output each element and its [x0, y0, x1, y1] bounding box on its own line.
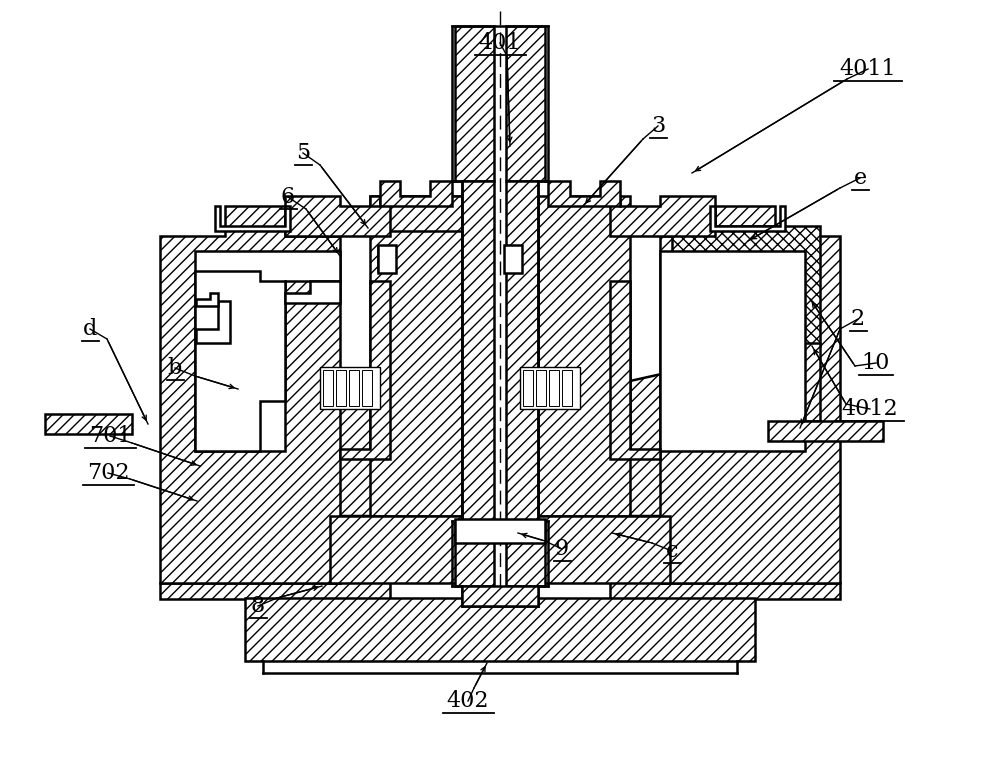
Text: b: b: [168, 357, 182, 379]
Bar: [520, 367, 580, 409]
Polygon shape: [506, 181, 538, 521]
Polygon shape: [280, 361, 462, 516]
Bar: [672, 343, 820, 421]
Text: c: c: [666, 540, 678, 562]
Polygon shape: [538, 516, 670, 583]
Polygon shape: [506, 26, 545, 181]
Polygon shape: [370, 196, 462, 516]
Text: d: d: [83, 318, 97, 340]
Polygon shape: [506, 521, 545, 586]
Polygon shape: [195, 271, 285, 451]
Bar: [45, 414, 132, 434]
Bar: [523, 370, 533, 406]
Polygon shape: [462, 586, 538, 606]
Polygon shape: [196, 293, 218, 306]
Text: 5: 5: [296, 142, 310, 164]
Polygon shape: [462, 181, 494, 521]
Text: 6: 6: [281, 186, 295, 208]
Text: 4012: 4012: [842, 398, 898, 420]
Polygon shape: [370, 196, 462, 231]
Polygon shape: [330, 516, 462, 583]
Bar: [362, 370, 372, 406]
Polygon shape: [548, 181, 620, 206]
Bar: [455, 519, 545, 543]
Polygon shape: [160, 206, 340, 583]
Bar: [336, 370, 346, 406]
Polygon shape: [380, 181, 452, 206]
Bar: [562, 370, 572, 406]
Bar: [320, 367, 380, 409]
Text: 9: 9: [555, 538, 569, 560]
Polygon shape: [610, 196, 715, 236]
Polygon shape: [160, 521, 390, 599]
Text: e: e: [853, 167, 867, 189]
Bar: [536, 370, 546, 406]
Bar: [504, 245, 522, 273]
Text: 8: 8: [251, 595, 265, 617]
Text: 3: 3: [651, 115, 665, 137]
Text: 4011: 4011: [840, 58, 896, 80]
Text: 702: 702: [87, 462, 129, 484]
Polygon shape: [610, 521, 840, 599]
Polygon shape: [710, 206, 785, 231]
Text: 401: 401: [479, 32, 521, 54]
Text: 10: 10: [862, 352, 890, 374]
Bar: [349, 370, 359, 406]
Text: 701: 701: [89, 425, 131, 447]
Bar: [672, 226, 820, 346]
Polygon shape: [195, 251, 340, 451]
Polygon shape: [538, 361, 720, 516]
Polygon shape: [660, 251, 805, 451]
Bar: [457, 521, 543, 541]
Polygon shape: [455, 521, 494, 586]
Text: 2: 2: [851, 308, 865, 330]
Bar: [245, 598, 755, 661]
Bar: [323, 370, 333, 406]
Polygon shape: [660, 206, 840, 583]
Bar: [768, 421, 883, 441]
Bar: [505, 247, 521, 271]
Polygon shape: [340, 281, 390, 459]
Bar: [378, 245, 396, 273]
Polygon shape: [285, 281, 340, 303]
Polygon shape: [215, 206, 290, 231]
Polygon shape: [455, 26, 494, 181]
Bar: [378, 247, 394, 271]
Text: 402: 402: [447, 690, 489, 712]
Polygon shape: [538, 196, 630, 516]
Polygon shape: [196, 301, 230, 343]
Polygon shape: [610, 281, 660, 459]
Polygon shape: [285, 196, 390, 236]
Bar: [549, 370, 559, 406]
